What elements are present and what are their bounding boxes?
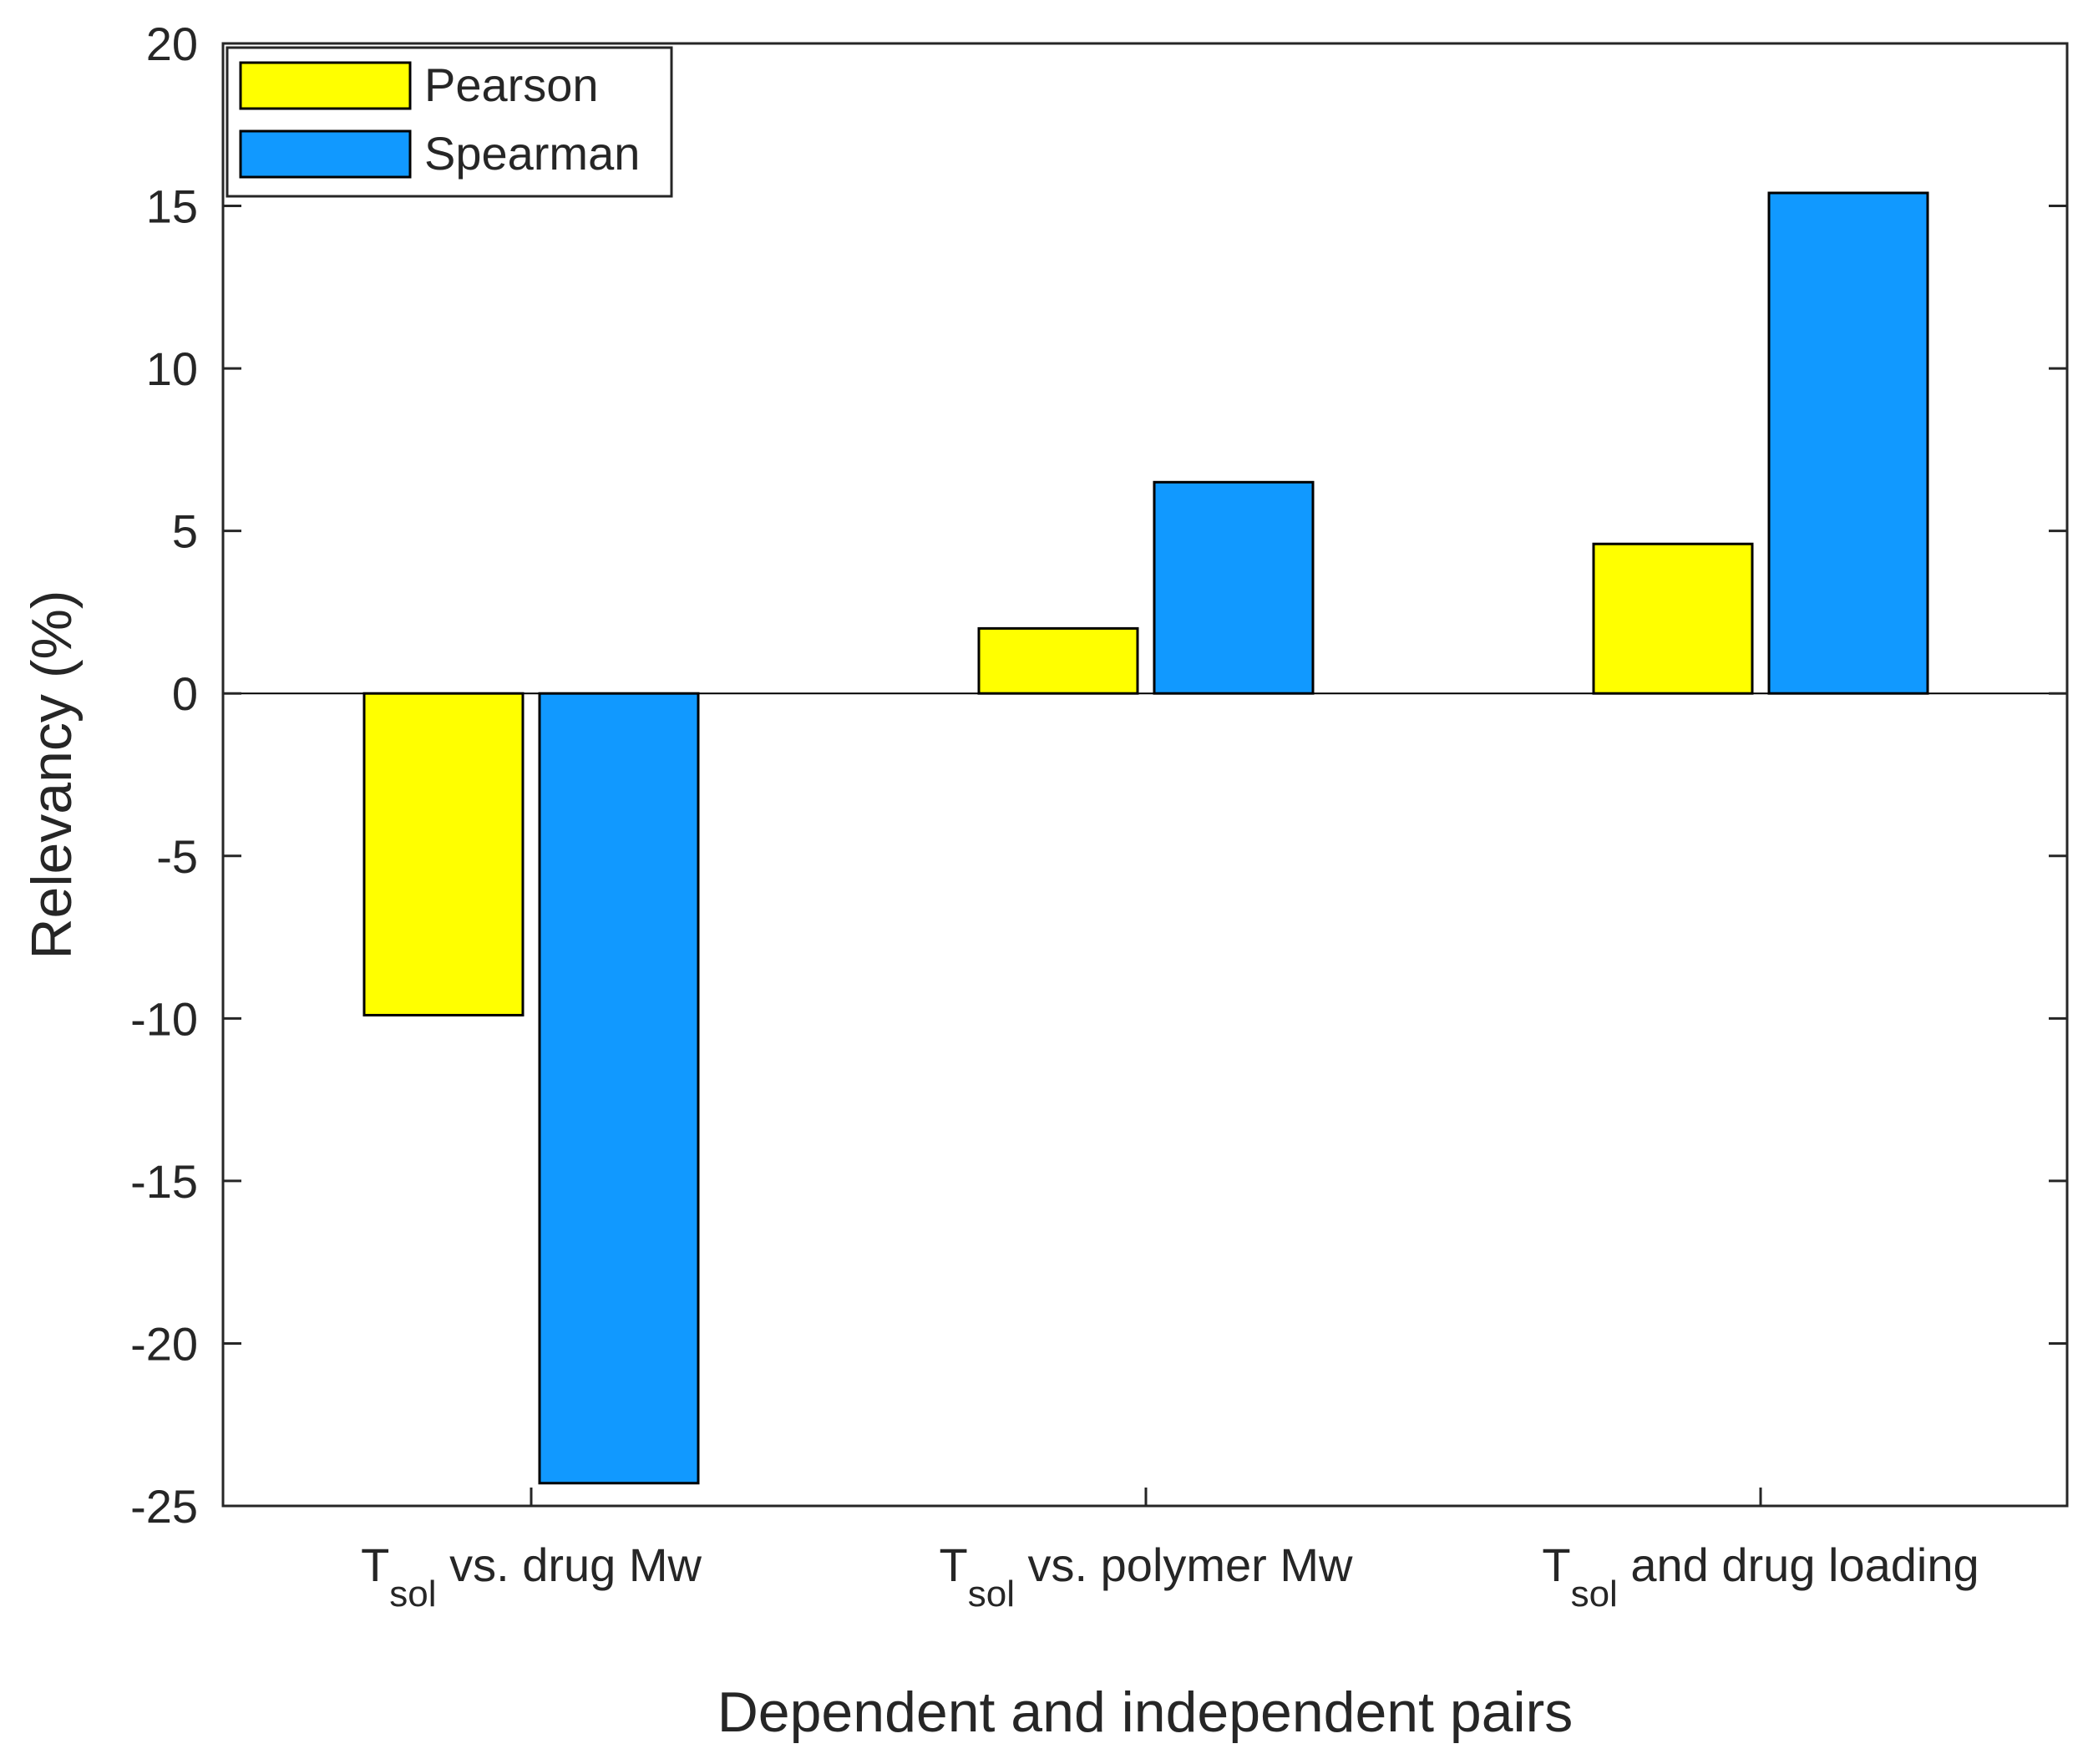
legend-label-pearson: Pearson — [424, 58, 599, 111]
x-axis-title: Dependent and independent pairs — [717, 1680, 1574, 1744]
legend-swatch-pearson — [241, 63, 410, 109]
legend: Pearson Spearman — [227, 48, 672, 196]
x-tick-label: Tsol vs. drug Mw — [361, 1538, 702, 1614]
x-tick-label: Tsol and drug loading — [1542, 1538, 1979, 1614]
bar-pearson-1 — [364, 693, 523, 1015]
y-axis-title: Relevancy (%) — [20, 590, 84, 959]
x-tick-label: Tsol vs. polymer Mw — [940, 1538, 1354, 1614]
y-tick-label: 10 — [146, 342, 198, 395]
y-tick-label: -20 — [130, 1317, 198, 1370]
bar-spearman-3 — [1769, 193, 1928, 693]
y-tick-label: 15 — [146, 180, 198, 233]
x-tick-labels: Tsol vs. drug Mw Tsol vs. polymer Mw Tsol … — [361, 1538, 1979, 1614]
y-tick-label: -5 — [156, 830, 198, 883]
y-tick-labels: 20 15 10 5 0 -5 -10 -15 -20 -25 — [130, 18, 198, 1533]
bar-pearson-2 — [979, 628, 1138, 693]
legend-swatch-spearman — [241, 131, 410, 177]
bar-pearson-3 — [1594, 544, 1752, 693]
y-tick-label: 5 — [172, 505, 198, 558]
legend-label-spearman: Spearman — [424, 127, 640, 180]
y-tick-label: -25 — [130, 1480, 198, 1533]
y-tick-label: 20 — [146, 18, 198, 70]
bar-spearman-1 — [540, 693, 698, 1483]
bar-spearman-2 — [1154, 482, 1313, 693]
y-tick-label: -10 — [130, 992, 198, 1045]
y-tick-label: -15 — [130, 1155, 198, 1208]
y-tick-label: 0 — [172, 667, 198, 720]
